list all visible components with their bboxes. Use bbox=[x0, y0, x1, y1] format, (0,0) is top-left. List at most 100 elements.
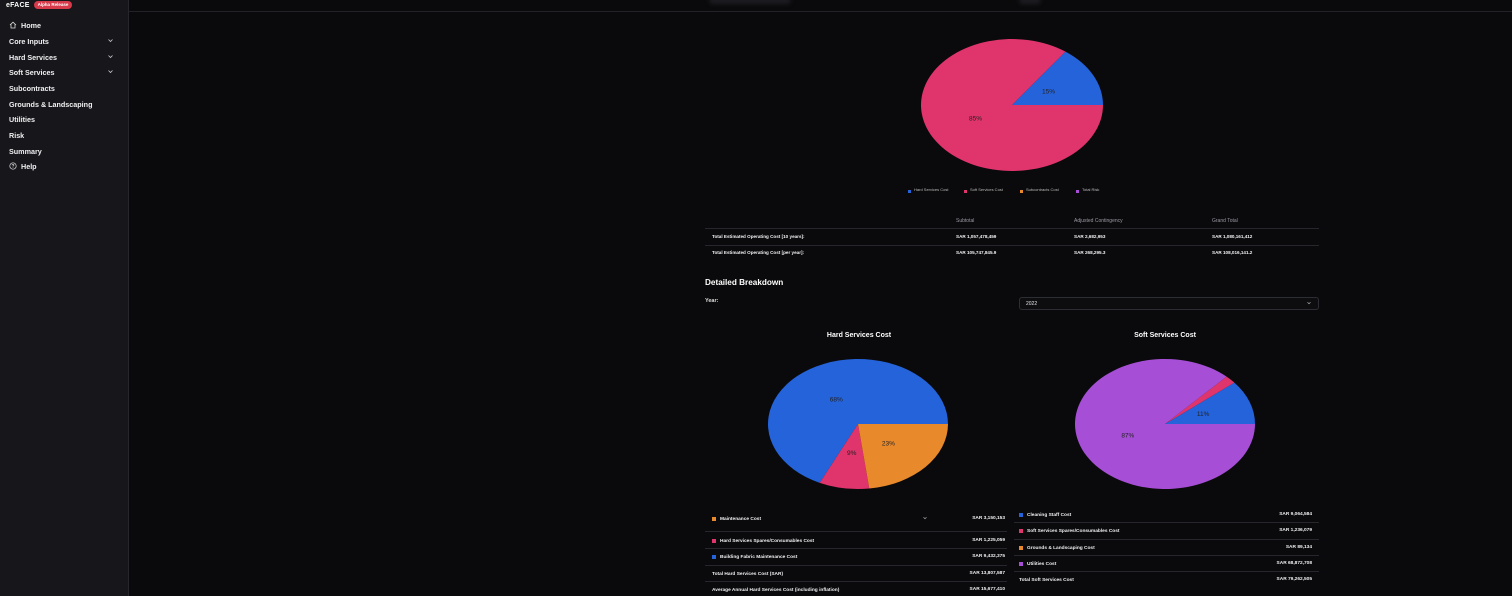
alpha-badge: Alpha Release bbox=[33, 1, 73, 9]
pie-slice[interactable] bbox=[819, 424, 870, 489]
row-value: SAR 15,677,410 bbox=[969, 587, 1005, 592]
legend-item[interactable]: Soft Services Cost bbox=[964, 187, 1020, 193]
year-select[interactable]: 2022 bbox=[1019, 297, 1319, 310]
row-label: Grounds & Landscaping Cost bbox=[1027, 545, 1095, 551]
subtotal-value: SAR 1,057,478,459 bbox=[956, 234, 997, 239]
soft-services-chart-title: Soft Services Cost bbox=[1134, 332, 1196, 339]
sidebar-item-grounds-landscaping[interactable]: Grounds & Landscaping bbox=[9, 98, 114, 110]
legend-item[interactable]: Subcontracts Cost bbox=[1020, 187, 1076, 193]
divider bbox=[1014, 539, 1319, 540]
sidebar-item-label: Utilities bbox=[9, 114, 35, 124]
top-bar bbox=[129, 0, 1512, 12]
column-header-grand-total: Grand Total bbox=[1212, 218, 1238, 224]
pie-label: 15% bbox=[1042, 89, 1055, 96]
pie-label: 11% bbox=[1197, 411, 1210, 418]
sidebar-item-subcontracts[interactable]: Subcontracts bbox=[9, 82, 114, 94]
grand-total-value: SAR 1,080,161,412 bbox=[1212, 234, 1253, 239]
divider bbox=[1014, 522, 1319, 523]
grand-total-value: SAR 108,016,141.2 bbox=[1212, 250, 1253, 255]
row-label: Total Hard Services Cost (SAR) bbox=[712, 571, 784, 577]
breakdown-row-soft-spares: Soft Services Spares/Consumables Cost SA… bbox=[1019, 525, 1312, 537]
pie-slice[interactable] bbox=[1075, 358, 1255, 489]
legend-label: Total Risk bbox=[1082, 187, 1100, 192]
legend-swatch bbox=[1020, 190, 1023, 193]
sidebar-item-label: Summary bbox=[9, 146, 42, 156]
row-label: Utilities Cost bbox=[1027, 561, 1057, 567]
pie-slice[interactable] bbox=[768, 359, 948, 483]
legend-label: Hard Services Cost bbox=[914, 187, 949, 192]
sidebar-item-label: Home bbox=[21, 20, 41, 30]
divider bbox=[705, 548, 1007, 549]
pie-label: 85% bbox=[969, 115, 982, 122]
chevron-down-icon bbox=[107, 68, 114, 77]
sidebar-item-utilities[interactable]: Utilities bbox=[9, 113, 114, 125]
row-swatch bbox=[1019, 513, 1023, 517]
pie-label: 87% bbox=[1121, 433, 1134, 440]
pie-slice[interactable] bbox=[1012, 51, 1103, 105]
row-label: Soft Services Spares/Consumables Cost bbox=[1027, 528, 1120, 534]
chevron-down-icon bbox=[1306, 300, 1312, 308]
sidebar-item-soft-services[interactable]: Soft Services bbox=[9, 66, 114, 78]
pie-label: 23% bbox=[882, 440, 895, 447]
divider bbox=[1014, 571, 1319, 572]
row-value: SAR 68,872,708 bbox=[1276, 561, 1312, 566]
pie-slice[interactable] bbox=[1165, 382, 1255, 424]
brand: eFACE Alpha Release bbox=[6, 0, 73, 10]
pie-slice[interactable] bbox=[858, 424, 948, 489]
sidebar-item-hard-services[interactable]: Hard Services bbox=[9, 51, 114, 63]
year-value: 2022 bbox=[1026, 300, 1038, 307]
breakdown-row-maintenance-cost[interactable]: Maintenance Cost SAR 3,150,153 bbox=[712, 513, 1005, 525]
legend-label: Subcontracts Cost bbox=[1026, 187, 1059, 192]
top-bar-placeholder bbox=[709, 0, 791, 4]
row-swatch bbox=[1019, 529, 1023, 533]
breakdown-row-cleaning-staff: Cleaning Staff Cost SAR 9,064,584 bbox=[1019, 509, 1312, 521]
sidebar-item-summary[interactable]: Summary bbox=[9, 145, 114, 157]
pie-label: 68% bbox=[830, 396, 843, 403]
overview-legend: Hard Services Cost Soft Services Cost Su… bbox=[908, 187, 1132, 193]
sidebar-item-help[interactable]: Help bbox=[9, 160, 114, 172]
sidebar-item-home[interactable]: Home bbox=[9, 19, 114, 31]
contingency-value: SAR 2,682,953 bbox=[1074, 234, 1106, 239]
divider bbox=[705, 565, 1007, 566]
sidebar-item-label: Core Inputs bbox=[9, 36, 49, 46]
column-header-contingency: Adjusted Contingency bbox=[1074, 218, 1123, 224]
row-value: SAR 1,236,079 bbox=[1279, 528, 1312, 533]
section-title: Detailed Breakdown bbox=[705, 278, 784, 287]
breakdown-row-hard-spares: Hard Services Spares/Consumables Cost SA… bbox=[712, 535, 1005, 547]
top-bar-placeholder bbox=[1019, 0, 1041, 4]
chevron-down-icon bbox=[107, 53, 114, 62]
divider bbox=[705, 581, 1007, 582]
chevron-down-icon[interactable] bbox=[922, 515, 928, 523]
row-value: SAR 1,225,059 bbox=[972, 538, 1005, 543]
pie-slice[interactable] bbox=[1165, 376, 1235, 424]
row-value: SAR 9,432,375 bbox=[972, 554, 1005, 559]
row-value: SAR 79,262,505 bbox=[1276, 577, 1312, 582]
sidebar: eFACE Alpha Release Home Core Inputs Har… bbox=[0, 0, 129, 596]
breakdown-row-grounds-landscaping: Grounds & Landscaping Cost SAR 89,134 bbox=[1019, 542, 1312, 554]
row-swatch bbox=[1019, 546, 1023, 550]
sidebar-item-core-inputs[interactable]: Core Inputs bbox=[9, 35, 114, 47]
row-label: Cleaning Staff Cost bbox=[1027, 512, 1072, 518]
row-label: Total Estimated Operating Cost [10 years… bbox=[712, 234, 805, 239]
legend-swatch bbox=[964, 190, 967, 193]
divider bbox=[705, 228, 1319, 229]
hard-services-chart-title: Hard Services Cost bbox=[826, 332, 892, 339]
divider bbox=[705, 245, 1319, 246]
row-swatch bbox=[712, 539, 716, 543]
pie-slice[interactable] bbox=[921, 39, 1103, 172]
sidebar-item-label: Hard Services bbox=[9, 52, 57, 62]
sidebar-item-label: Grounds & Landscaping bbox=[9, 99, 93, 109]
legend-item[interactable]: Hard Services Cost bbox=[908, 187, 964, 193]
row-label: Average Annual Hard Services Cost (inclu… bbox=[712, 587, 840, 593]
breakdown-row-total-hard: Total Hard Services Cost (SAR) SAR 13,80… bbox=[712, 568, 1005, 580]
year-label: Year: bbox=[705, 298, 719, 304]
row-value: SAR 13,807,587 bbox=[969, 571, 1005, 576]
row-label: Building Fabric Maintenance Cost bbox=[720, 554, 798, 560]
row-label: Total Soft Services Cost bbox=[1019, 577, 1074, 583]
sidebar-item-risk[interactable]: Risk bbox=[9, 129, 114, 141]
home-icon bbox=[9, 21, 17, 29]
legend-label: Soft Services Cost bbox=[970, 187, 1003, 192]
brand-name: eFACE bbox=[6, 1, 30, 9]
sidebar-item-label: Soft Services bbox=[9, 67, 55, 77]
legend-item[interactable]: Total Risk bbox=[1076, 187, 1132, 193]
